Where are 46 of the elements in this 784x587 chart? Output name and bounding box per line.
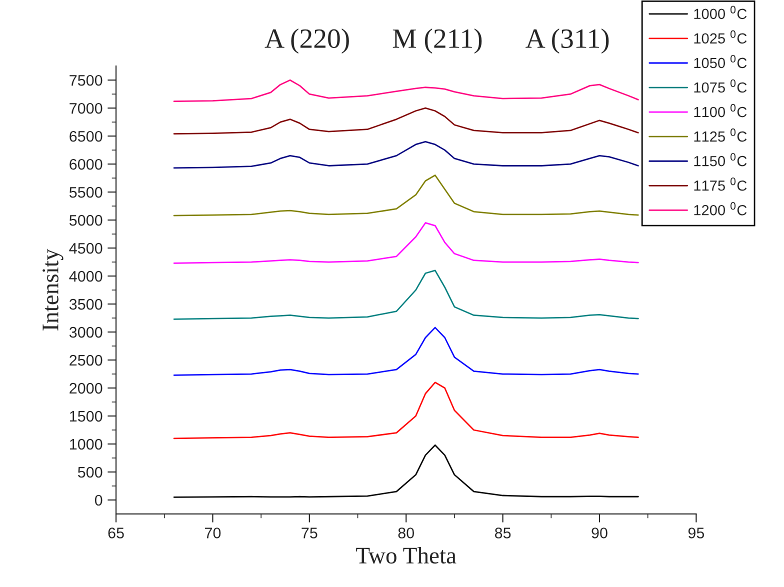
y-tick-label: 0 bbox=[94, 494, 102, 506]
x-tick-label: 85 bbox=[494, 528, 511, 538]
x-tick-label: 75 bbox=[302, 528, 318, 538]
line-series bbox=[173, 174, 639, 216]
y-tick-label: 6000 bbox=[70, 158, 102, 170]
y-tick-label: 5500 bbox=[69, 186, 102, 198]
y-tick-label: 4000 bbox=[69, 270, 102, 282]
line-series bbox=[173, 382, 639, 440]
y-tick-label: 4500 bbox=[69, 242, 102, 254]
x-tick-label: 90 bbox=[592, 528, 608, 538]
legend-label: 1150 $^{0}$C bbox=[694, 152, 747, 166]
x-axis-title: Two Theta bbox=[356, 546, 456, 564]
line-series bbox=[173, 107, 639, 135]
y-tick-label: 2500 bbox=[70, 354, 102, 366]
x-tick-label: 95 bbox=[688, 528, 704, 538]
y-tick-label: 7000 bbox=[70, 102, 102, 114]
y-tick-label: 500 bbox=[78, 466, 102, 478]
line-series bbox=[173, 79, 639, 102]
text: M (211) bbox=[392, 28, 482, 54]
y-tick-label: 5000 bbox=[69, 214, 102, 226]
legend-label: 1100 $^{0}$C bbox=[694, 104, 747, 118]
y-tick-label: 3000 bbox=[69, 326, 102, 338]
legend-label: 1175 $^{0}$C bbox=[694, 177, 747, 191]
y-tick-label: 2000 bbox=[70, 382, 102, 394]
y-tick-label: 3500 bbox=[69, 298, 102, 310]
y-tick-label: 7500 bbox=[70, 74, 102, 86]
y-tick-label: 1000 bbox=[70, 438, 102, 450]
line-series bbox=[173, 326, 639, 376]
legend-label: 1050 $^{0}$C bbox=[694, 54, 747, 68]
x-tick-label: 70 bbox=[205, 528, 221, 538]
text: A (311) bbox=[526, 28, 609, 54]
legend-label: 1075 $^{0}$C bbox=[694, 79, 747, 93]
y-tick-label: 6500 bbox=[70, 130, 102, 142]
line-series bbox=[173, 140, 639, 169]
text: A (220) bbox=[264, 28, 349, 54]
legend-label: 1025 $^{0}$C bbox=[694, 30, 747, 44]
x-tick-label: 65 bbox=[108, 528, 124, 538]
line-series bbox=[173, 444, 639, 498]
y-axis-title: Intensity bbox=[42, 248, 64, 330]
legend-label: 1200 $^{0}$C bbox=[694, 202, 747, 216]
line-series bbox=[173, 270, 639, 320]
x-tick-label: 80 bbox=[398, 528, 414, 538]
y-tick-label: 1500 bbox=[70, 410, 102, 422]
line-series bbox=[173, 222, 639, 264]
legend-label: 1125 $^{0}$C bbox=[694, 128, 747, 142]
legend-label: 1000 $^{0}$C bbox=[694, 6, 747, 20]
